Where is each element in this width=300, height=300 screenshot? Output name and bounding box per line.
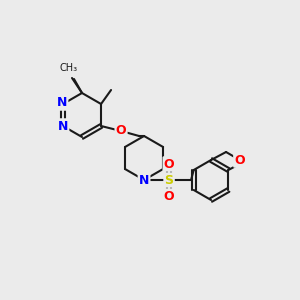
Text: N: N bbox=[58, 119, 68, 133]
Text: O: O bbox=[164, 190, 174, 202]
Text: O: O bbox=[164, 158, 174, 170]
Text: S: S bbox=[165, 173, 174, 187]
Text: O: O bbox=[234, 154, 245, 166]
Text: O: O bbox=[116, 124, 126, 137]
Text: N: N bbox=[57, 97, 67, 110]
Text: N: N bbox=[139, 173, 149, 187]
Text: CH₃: CH₃ bbox=[60, 63, 78, 73]
